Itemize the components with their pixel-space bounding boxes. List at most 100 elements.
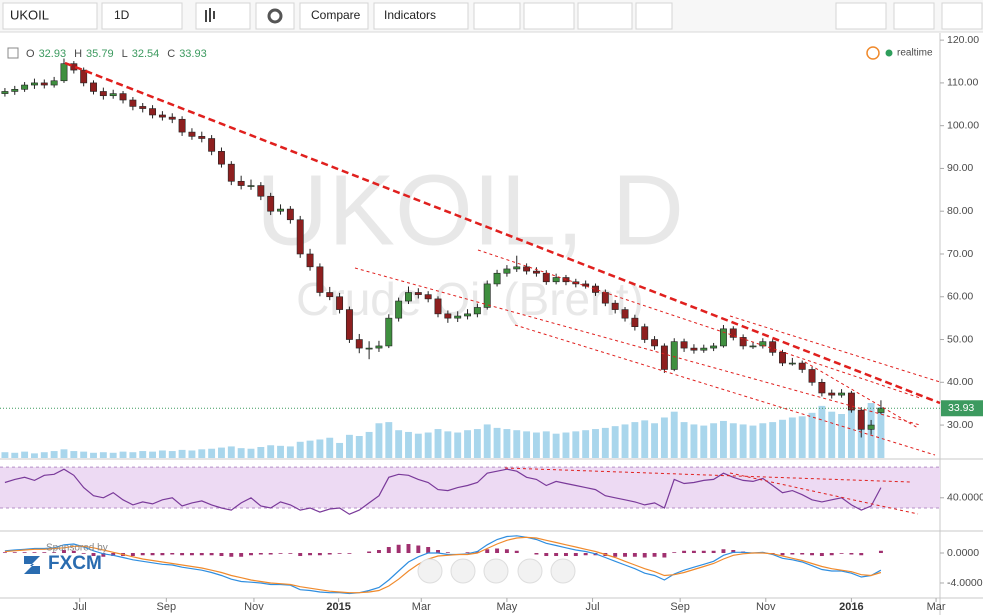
layout-button[interactable] [835,2,887,30]
candle-body [483,283,491,308]
macd-histogram-bar [878,550,883,554]
volume-bar [503,429,511,458]
volume-bar [493,427,501,458]
y-tick-label: 70.00 [947,248,973,260]
zoom-in[interactable] [517,558,543,584]
candle-body [434,298,442,315]
candle-body [306,253,314,268]
chart-style-button[interactable] [195,2,251,30]
last-price-tag [941,400,983,417]
macd-histogram-bar [12,552,17,554]
interval[interactable]: 1D [114,8,130,22]
gear-icon [267,8,283,24]
fullscreen-button[interactable] [635,2,673,30]
candle-body [798,362,806,370]
collapse-box[interactable] [7,47,19,59]
macd-line [4,536,882,594]
macd-histogram-bar [199,553,204,556]
candle-body [464,313,471,317]
macd-histogram-bar [701,550,706,554]
candle-body [503,268,511,274]
volume-bar [218,447,225,458]
volume-bar [80,451,88,458]
volume-bar [847,410,855,458]
volume-bar [532,432,540,458]
macd-histogram-bar [445,552,450,554]
nav-left[interactable] [417,558,443,584]
symbol[interactable]: UKOIL [10,7,49,22]
candle-body [611,302,619,310]
volume-bar [375,423,383,458]
compare-label[interactable]: Compare [311,8,361,22]
candle-body [119,93,127,101]
candle-body [277,208,284,212]
x-tick-label: Mar [927,601,946,613]
candle-body [631,317,639,327]
candle-body [345,309,353,340]
idea-button[interactable] [523,2,575,30]
macd-histogram-bar [672,552,677,554]
volume-bar [188,450,196,458]
y-tick-label: 80.00 [947,205,973,217]
candle-body [769,341,777,353]
reset[interactable] [483,558,509,584]
alert-button[interactable] [473,2,521,30]
volume-bar [877,407,885,458]
save-button[interactable] [941,2,983,30]
macd-histogram-bar [91,553,96,557]
volume-bar [365,431,373,458]
macd-histogram-bar [554,553,559,557]
volume-bar [601,427,609,458]
zoom-out[interactable] [450,558,476,584]
volume-bar [385,422,393,458]
macd-histogram-bar [71,550,76,554]
volume-bar [424,432,432,458]
sponsor-label: Sponsored by [46,543,108,554]
macd-histogram-bar [839,553,844,554]
nav-right[interactable] [550,558,576,584]
volume-bar [690,424,698,458]
load-button[interactable] [893,2,935,30]
symbol-box[interactable] [2,2,98,30]
interval-box[interactable] [101,2,183,30]
candle-body [21,84,29,90]
candle-body [218,151,225,165]
macd-histogram-bar [436,550,440,554]
volume-bar [818,405,826,458]
compare-button[interactable] [299,2,369,30]
y-tick-label: 100.00 [947,119,979,131]
settings-button[interactable] [255,2,295,30]
volume-bar [11,452,19,458]
candle-body [149,108,157,116]
y-tick-label: 120.00 [947,34,979,46]
candle-body [365,347,373,350]
macd-histogram-bar [426,547,431,554]
macd-line [4,535,882,595]
x-tick-label: 2016 [839,601,863,613]
undo-redo-button[interactable] [577,2,633,30]
candle-body [601,292,609,304]
indicators-label[interactable]: Indicators [384,8,436,22]
candle-body [592,285,599,293]
candle-body [158,114,166,118]
legend-value: 32.54 [132,48,160,60]
macd-histogram-bar [258,553,263,555]
macd-histogram-bar [160,553,165,556]
legend-key: H [74,48,82,60]
volume-bar [513,430,521,458]
macd-histogram-bar [800,553,805,555]
macd-histogram-bar [514,550,519,554]
candle-body [237,180,245,186]
macd-histogram-bar [288,553,293,554]
volume-bar [149,451,157,458]
macd-histogram-bar [682,550,687,554]
indicators-button[interactable] [373,2,469,30]
candle-body [227,163,235,182]
x-tick-label: 2015 [326,601,350,613]
volume-bar [109,452,117,458]
trend-line [804,361,919,429]
candle-body [129,99,137,107]
candle-body [857,409,865,430]
macd-histogram-bar [485,549,490,554]
